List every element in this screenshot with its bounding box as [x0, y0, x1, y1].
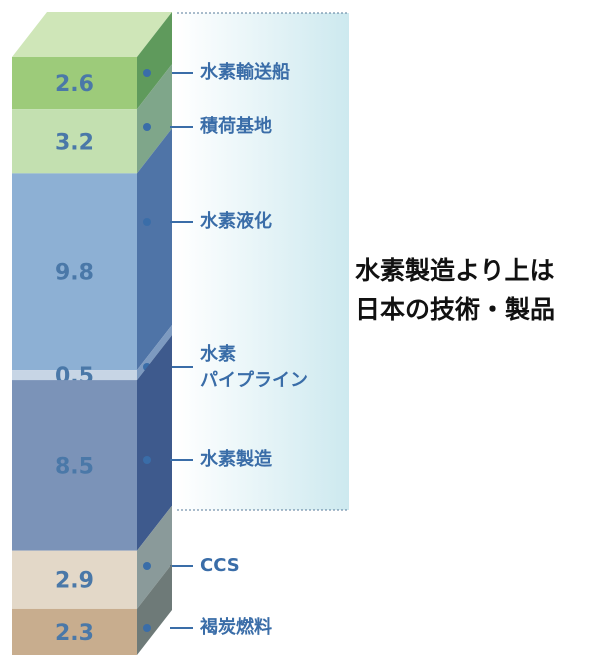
segment-side	[137, 128, 172, 371]
segment-side	[137, 64, 172, 174]
value-label: 3.2	[55, 130, 94, 155]
top-face	[12, 12, 172, 57]
leader-dot	[143, 69, 151, 77]
leader-dot	[143, 123, 151, 131]
value-label: 2.6	[55, 72, 94, 97]
annotation: 水素製造より上は	[355, 256, 555, 285]
segment	[12, 173, 137, 371]
leader-dot	[143, 562, 151, 570]
leader-dot	[143, 624, 151, 632]
legend-label: 水素製造	[200, 448, 272, 470]
legend-label: CCS	[200, 555, 240, 576]
legend-label: 褐炭燃料	[199, 616, 272, 638]
legend-label: 水素パイプライン	[200, 343, 308, 391]
segment-side	[137, 12, 172, 110]
value-label: 8.5	[55, 454, 94, 479]
legend-label: 水素輸送船	[200, 61, 290, 83]
segment	[12, 57, 137, 110]
segment	[12, 109, 137, 174]
leader-dot	[143, 456, 151, 464]
legend-label: 積荷基地	[199, 115, 272, 137]
segment	[12, 608, 137, 655]
segment-side	[137, 563, 172, 655]
segment	[12, 380, 137, 551]
legend-label: 水素液化	[200, 210, 272, 232]
annotation: 日本の技術・製品	[355, 295, 555, 324]
segment	[12, 370, 137, 381]
leader-dot	[143, 218, 151, 226]
segment-side	[137, 335, 172, 551]
value-label: 2.9	[55, 569, 94, 594]
segment	[12, 550, 137, 609]
value-label: 9.8	[55, 261, 94, 286]
segment-side	[137, 505, 172, 609]
highlight-region	[177, 13, 349, 510]
value-label: 2.3	[55, 621, 94, 646]
